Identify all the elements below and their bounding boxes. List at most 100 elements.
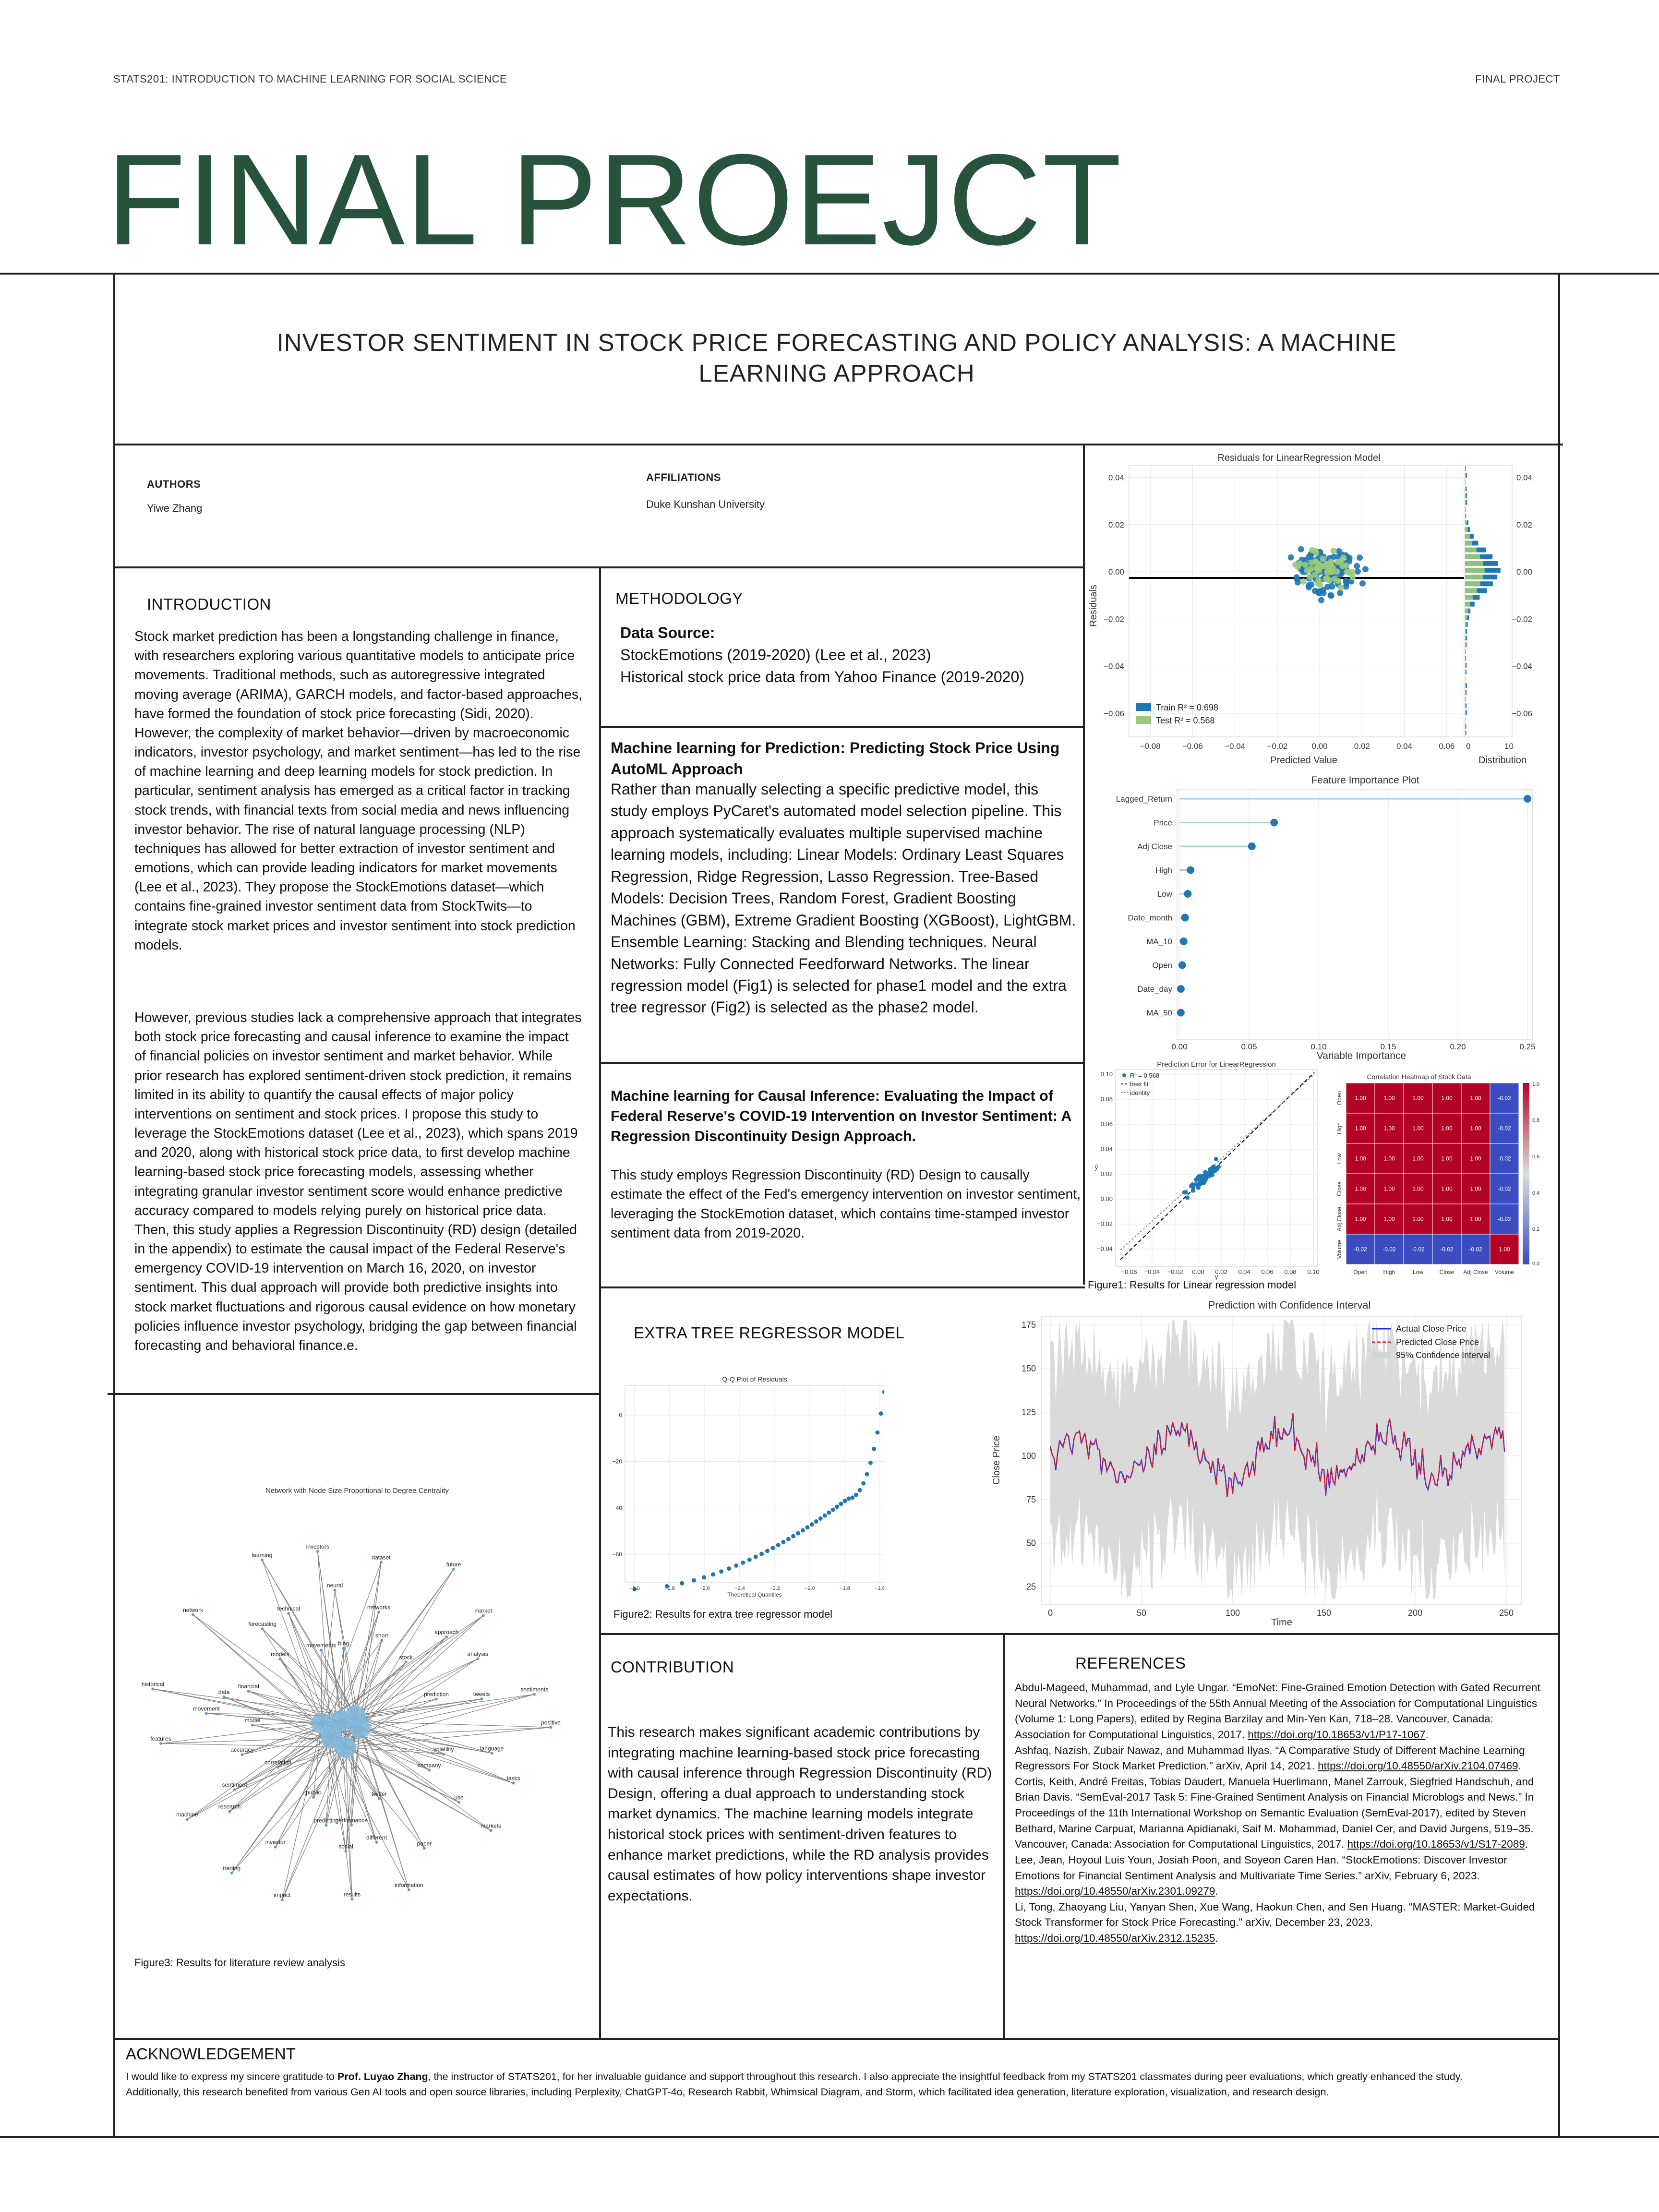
reference-item: Li, Tong, Zhaoyang Liu, Yanyan Shen, Xue… (1015, 1899, 1546, 1947)
colorbar (1523, 1083, 1529, 1264)
network-edge (321, 1615, 484, 1724)
tick-label: 0.02 (1101, 1170, 1113, 1178)
tick-label: 0.05 (1241, 1042, 1257, 1051)
dist-bar (1465, 554, 1480, 559)
network-label: stock (399, 1654, 413, 1660)
pe-legend-r2: R² = 0.568 (1130, 1072, 1159, 1079)
network-node (274, 1845, 277, 1849)
heat-ylabel: Adj Close (1336, 1206, 1343, 1231)
residual-point (1337, 589, 1344, 596)
reference-link[interactable]: https://doi.org/10.48550/arXiv.2301.0927… (1015, 1885, 1215, 1898)
dist-bar (1465, 601, 1470, 607)
network-label: paper (417, 1840, 432, 1847)
introduction-p2: However, previous studies lack a compreh… (134, 1010, 582, 1353)
test-legend: Test R² = 0.568 (1156, 716, 1215, 725)
heat-value: -0.02 (1440, 1246, 1454, 1253)
residual-point (1354, 563, 1360, 569)
pe-title: Prediction Error for LinearRegression (1157, 1060, 1276, 1069)
heat-ylabel: Volume (1336, 1239, 1343, 1259)
author-name: Yiwe Zhang (147, 502, 203, 514)
network-node (379, 1561, 383, 1564)
pe-point (1213, 1169, 1217, 1174)
dist-bar (1465, 575, 1483, 580)
heat-value: -0.02 (1354, 1246, 1367, 1253)
fi-point (1178, 961, 1186, 969)
network-label: movement (193, 1705, 220, 1712)
tick-label: 0.04 (1108, 473, 1124, 482)
fi-point (1181, 914, 1189, 922)
fi-point (1179, 938, 1188, 945)
network-edge (325, 1747, 346, 1826)
heat-ylabel: Low (1336, 1153, 1343, 1164)
network-label: different (366, 1834, 387, 1841)
qq-plot: Q-Q Plot of Residuals 0 −20 −40 −60 −3.0 −2.… (613, 1375, 884, 1598)
qq-point (814, 1519, 818, 1524)
dist-bar (1465, 473, 1467, 478)
network-node (457, 1801, 461, 1804)
dist-bar (1465, 636, 1467, 641)
network-label: tweets (473, 1691, 490, 1697)
reference-link[interactable]: https://doi.org/10.18653/v1/P17-1067 (1248, 1728, 1426, 1741)
qq-point (791, 1534, 796, 1539)
network-edge (340, 1720, 380, 1799)
tick-label: −20 (613, 1458, 623, 1465)
divider (599, 566, 601, 2040)
tick-label: 0.00 (1101, 1195, 1113, 1202)
tick-label: 150 (1317, 1608, 1331, 1618)
tick-label: 200 (1408, 1608, 1422, 1618)
network-edge (321, 1590, 336, 1724)
network-edge (275, 1747, 346, 1848)
network-node (280, 1898, 284, 1901)
heat-value: 1.00 (1355, 1155, 1366, 1162)
residual-point (1329, 583, 1335, 590)
residuals-chart: Residuals for LinearRegression Model 0.0… (1088, 453, 1532, 766)
tick-label: −2.0 (805, 1586, 815, 1591)
dist-bar (1465, 608, 1468, 613)
qq-point (702, 1575, 707, 1580)
tick-label: 0.04 (1101, 1145, 1113, 1153)
tick-label: 0.04 (1396, 742, 1412, 751)
residual-point (1320, 555, 1326, 562)
tick-label: 125 (1022, 1407, 1036, 1417)
heat-cell (1346, 1143, 1375, 1174)
pe-point (1202, 1180, 1206, 1185)
heat-value: 1.00 (1441, 1125, 1453, 1132)
reference-link[interactable]: https://doi.org/10.48550/arXiv.2104.0746… (1318, 1760, 1518, 1772)
heat-value: 1.00 (1470, 1095, 1481, 1102)
qq-point (865, 1472, 869, 1477)
network-edge (345, 1728, 361, 1851)
tick-label: −60 (613, 1551, 623, 1558)
pci-ylabel: Close Price (991, 1436, 1002, 1485)
svg-text:y: y (1215, 1273, 1218, 1280)
tick-label: 0 (1048, 1608, 1053, 1618)
svg-text:1.0: 1.0 (1532, 1082, 1539, 1087)
heat-value: 1.00 (1441, 1186, 1453, 1192)
reference-link[interactable]: https://doi.org/10.18653/v1/S17-2089 (1347, 1838, 1525, 1851)
reference-tail: . (1215, 1932, 1218, 1944)
qq-point (827, 1510, 831, 1515)
feature-importance-chart: Feature Importance Plot 0.00 0.05 0.10 0.15… (1116, 775, 1536, 1061)
pe-point (1210, 1172, 1214, 1177)
residual-point (1334, 568, 1340, 575)
tick-label: −1.6 (875, 1586, 884, 1591)
tick-label: 0.00 (1312, 742, 1328, 751)
network-node (230, 1871, 233, 1875)
network-label: models (271, 1651, 289, 1658)
network-node (434, 1697, 438, 1701)
residuals-ylabel: Residuals (1088, 585, 1099, 627)
network-edge (153, 1688, 322, 1724)
heat-ylabel: High (1336, 1122, 1343, 1134)
residual-point (1355, 568, 1361, 575)
dist-bar (1465, 669, 1466, 674)
network-label: language (480, 1745, 504, 1752)
network-edge (321, 1640, 382, 1724)
dist-bar (1465, 656, 1466, 661)
heat-xlabel: Adj Close (1463, 1269, 1488, 1275)
heat-title: Correlation Heatmap of Stock Data (1367, 1073, 1471, 1081)
tick-label: 0.08 (1101, 1095, 1113, 1103)
reference-link[interactable]: https://doi.org/10.48550/arXiv.2312.1523… (1015, 1932, 1215, 1944)
dist-bar (1465, 662, 1466, 668)
acknowledgement-text: I would like to express my sincere grati… (126, 2069, 1547, 2100)
divider (0, 2136, 1659, 2138)
network-edge (355, 1716, 492, 1754)
